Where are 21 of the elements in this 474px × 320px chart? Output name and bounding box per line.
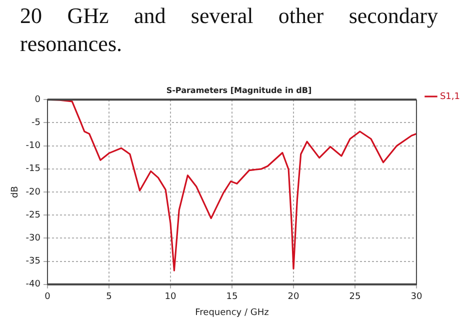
- x-tick-label: 20: [288, 292, 300, 302]
- x-tick-label: 5: [106, 292, 112, 302]
- y-tick-label: -25: [26, 210, 40, 220]
- x-tick-label: 15: [226, 292, 238, 302]
- y-axis-title: dB: [10, 186, 21, 198]
- x-axis-title: Frequency / GHz: [195, 308, 270, 318]
- x-tick-label: 25: [349, 292, 361, 302]
- x-tick-label: 10: [164, 292, 176, 302]
- y-tick-label: -40: [26, 280, 41, 290]
- chart-title: S-Parameters [Magnitude in dB]: [166, 86, 312, 95]
- y-tick-label: -35: [26, 256, 40, 267]
- y-tick-label: -30: [26, 234, 41, 244]
- y-tick-label: -10: [26, 141, 41, 152]
- legend-label: S1,1: [440, 92, 460, 102]
- text: 20 GHz and several other secondary resonances.: [20, 2, 438, 58]
- x-tick-label: 0: [44, 292, 51, 302]
- x-tick-label: 30: [410, 292, 422, 302]
- y-tick-label: -15: [26, 164, 40, 174]
- y-tick-label: -20: [26, 187, 41, 198]
- y-tick-label: 0: [34, 94, 41, 105]
- y-tick-label: -5: [32, 118, 40, 128]
